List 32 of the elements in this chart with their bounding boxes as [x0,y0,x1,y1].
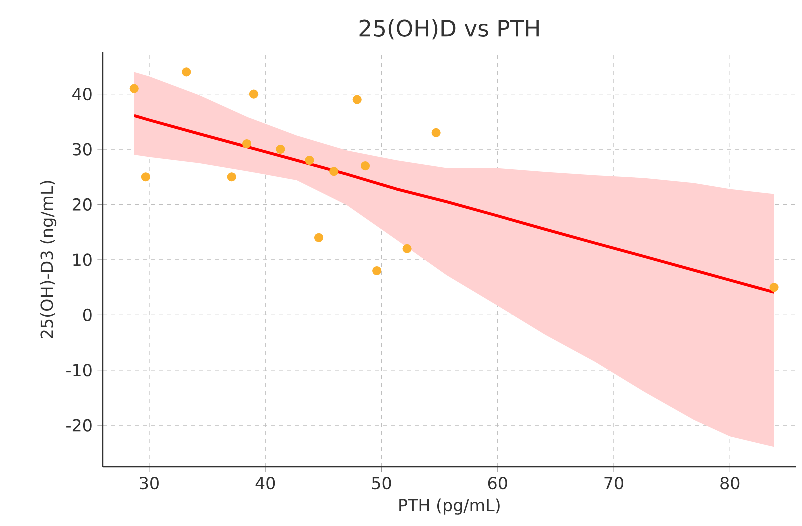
point [372,266,382,276]
point [432,128,441,138]
x-tick-label: 30 [140,477,159,490]
chart-title: 25(OH)D vs PTH [360,19,539,40]
y-tick-label: 30 [73,143,92,156]
point [360,162,370,171]
point [182,68,192,77]
point [130,84,139,94]
point [314,233,324,242]
point [402,244,412,254]
point [770,283,779,292]
y-axis-title: 25(OH)-D3 (ng/mL) [40,181,57,338]
y-tick-label: 40 [72,88,92,101]
x-tick-label: 70 [604,477,624,490]
y-tick-label: 0 [83,308,92,322]
x-tick-label: 40 [256,477,276,490]
point [249,90,259,99]
y-tick-label: -10 [66,364,92,377]
x-axis-title: PTH (pg/mL) [400,498,500,515]
point [141,172,151,182]
x-tick-label: 50 [372,477,392,490]
y-tick-label: 20 [72,198,92,212]
x-tick-label: 60 [488,477,508,490]
point [242,139,252,149]
y-tick-label: 10 [74,254,92,266]
point [330,167,339,176]
point [276,144,286,154]
x-tick-label: 80 [720,477,740,490]
point [352,95,362,104]
point [305,156,314,166]
y-tick-label: -20 [66,419,92,432]
point [227,172,236,182]
